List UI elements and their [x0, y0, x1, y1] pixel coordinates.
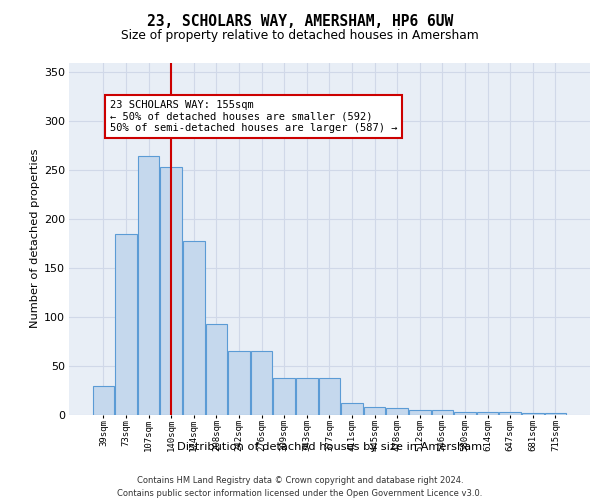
Bar [454, 412, 476, 415]
Y-axis label: Number of detached properties: Number of detached properties [29, 149, 40, 328]
Text: Contains HM Land Registry data © Crown copyright and database right 2024.
Contai: Contains HM Land Registry data © Crown c… [118, 476, 482, 498]
Bar [274, 378, 295, 415]
Text: 23, SCHOLARS WAY, AMERSHAM, HP6 6UW: 23, SCHOLARS WAY, AMERSHAM, HP6 6UW [147, 14, 453, 29]
Bar [409, 410, 431, 415]
Bar [477, 412, 499, 415]
Text: 23 SCHOLARS WAY: 155sqm
← 50% of detached houses are smaller (592)
50% of semi-d: 23 SCHOLARS WAY: 155sqm ← 50% of detache… [110, 100, 398, 133]
Bar [228, 352, 250, 415]
Bar [364, 407, 385, 415]
Bar [296, 378, 317, 415]
Bar [431, 410, 453, 415]
Bar [386, 408, 408, 415]
Bar [206, 324, 227, 415]
Text: Size of property relative to detached houses in Amersham: Size of property relative to detached ho… [121, 29, 479, 42]
Bar [545, 413, 566, 415]
Bar [251, 352, 272, 415]
Bar [341, 403, 363, 415]
Bar [183, 240, 205, 415]
Bar [319, 378, 340, 415]
Bar [92, 386, 114, 415]
Text: Distribution of detached houses by size in Amersham: Distribution of detached houses by size … [177, 442, 482, 452]
Bar [522, 413, 544, 415]
Bar [138, 156, 160, 415]
Bar [499, 412, 521, 415]
Bar [160, 168, 182, 415]
Bar [115, 234, 137, 415]
